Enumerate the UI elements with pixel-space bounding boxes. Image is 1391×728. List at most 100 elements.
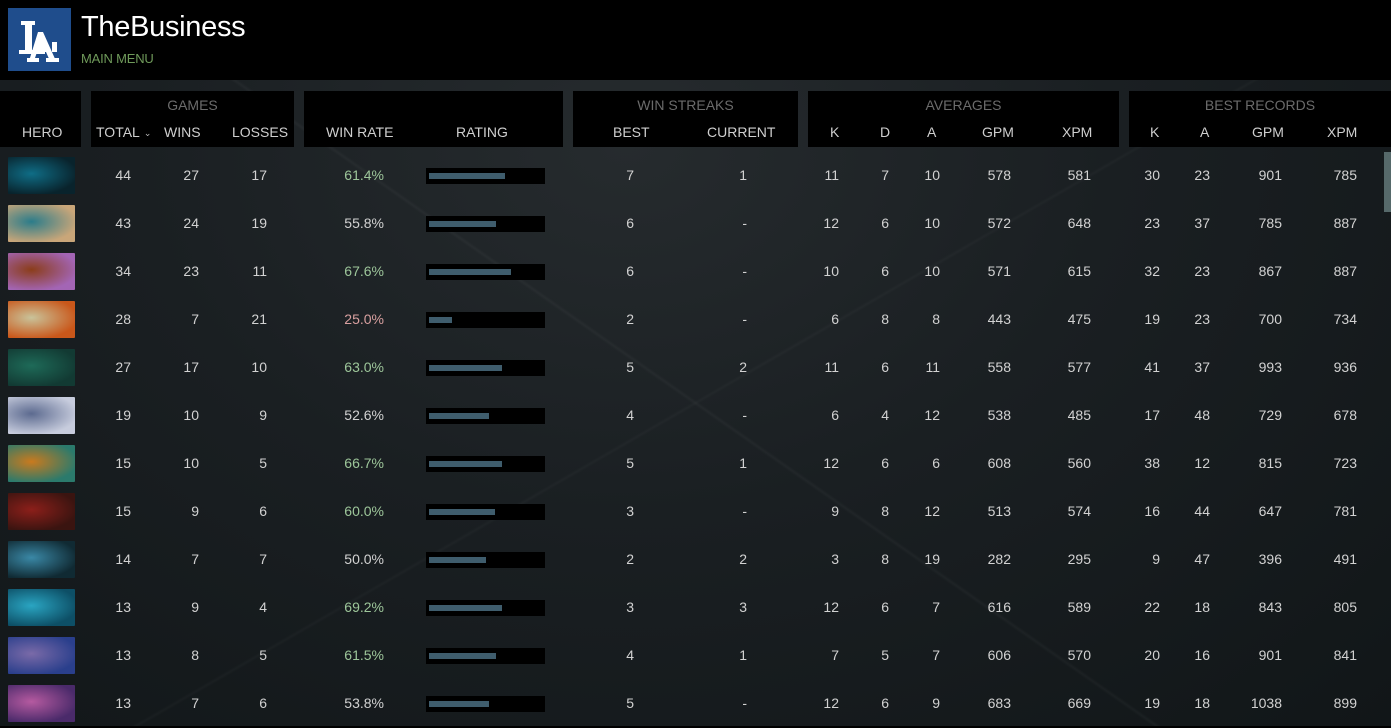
hero-portrait-spirit-breaker[interactable] bbox=[8, 541, 75, 578]
table-row[interactable]: 27 17 10 63.0% 5 2 11 6 11 558 577 41 37 993 936 bbox=[0, 344, 1384, 392]
total-cell: 34 bbox=[115, 263, 131, 279]
rating-bar bbox=[426, 456, 545, 472]
avg-deaths-cell: 8 bbox=[881, 503, 889, 519]
best-streak-cell: 4 bbox=[626, 647, 634, 663]
wins-cell: 9 bbox=[191, 503, 199, 519]
column-rating[interactable]: RATING bbox=[456, 124, 508, 140]
hero-portrait-templar-assassin[interactable] bbox=[8, 685, 75, 722]
table-row[interactable]: 15 9 6 60.0% 3 - 9 8 12 513 574 16 44 647 781 bbox=[0, 488, 1384, 536]
avg-kills-cell: 12 bbox=[823, 455, 839, 471]
table-row[interactable]: 19 10 9 52.6% 4 - 6 4 12 538 485 17 48 729 678 bbox=[0, 392, 1384, 440]
column-avg-xpm[interactable]: XPM bbox=[1062, 124, 1093, 140]
best-xpm-cell: 936 bbox=[1333, 359, 1357, 375]
vertical-scrollbar[interactable] bbox=[1384, 152, 1391, 212]
avg-xpm-cell: 581 bbox=[1067, 167, 1091, 183]
table-row[interactable]: 13 7 6 53.8% 5 - 12 6 9 683 669 19 18 1038 899 bbox=[0, 680, 1384, 728]
hero-portrait-riki[interactable] bbox=[8, 301, 75, 338]
losses-cell: 6 bbox=[259, 695, 267, 711]
avg-assists-cell: 12 bbox=[924, 407, 940, 423]
best-kills-cell: 38 bbox=[1144, 455, 1160, 471]
column-best-gpm[interactable]: GPM bbox=[1252, 124, 1284, 140]
best-assists-cell: 12 bbox=[1194, 455, 1210, 471]
losses-cell: 5 bbox=[259, 455, 267, 471]
total-cell: 43 bbox=[115, 215, 131, 231]
losses-cell: 9 bbox=[259, 407, 267, 423]
current-streak-cell: - bbox=[742, 311, 747, 327]
losses-cell: 11 bbox=[252, 263, 267, 279]
column-hero[interactable]: HERO bbox=[22, 124, 63, 140]
table-row[interactable]: 44 27 17 61.4% 7 1 11 7 10 578 581 30 23 901 785 bbox=[0, 152, 1384, 200]
avg-gpm-cell: 571 bbox=[987, 263, 1011, 279]
hero-portrait-phantom-assassin[interactable] bbox=[8, 157, 75, 194]
table-row[interactable]: 13 8 5 61.5% 4 1 7 5 7 606 570 20 16 901 841 bbox=[0, 632, 1384, 680]
column-avg-kills[interactable]: K bbox=[830, 124, 840, 140]
current-streak-cell: - bbox=[742, 695, 747, 711]
best-xpm-cell: 887 bbox=[1333, 263, 1357, 279]
column-avg-deaths[interactable]: D bbox=[880, 124, 891, 140]
hero-portrait-luna[interactable] bbox=[8, 637, 75, 674]
hero-portrait-drow-ranger[interactable] bbox=[8, 397, 75, 434]
wins-cell: 7 bbox=[191, 551, 199, 567]
best-assists-cell: 37 bbox=[1194, 359, 1210, 375]
hero-portrait-bloodseeker[interactable] bbox=[8, 493, 75, 530]
wins-cell: 7 bbox=[191, 695, 199, 711]
main-menu-link[interactable]: MAIN MENU bbox=[81, 51, 154, 66]
column-avg-assists[interactable]: A bbox=[927, 124, 937, 140]
table-row[interactable]: 28 7 21 25.0% 2 - 6 8 8 443 475 19 23 700 734 bbox=[0, 296, 1384, 344]
avg-gpm-cell: 606 bbox=[987, 647, 1011, 663]
avg-assists-cell: 10 bbox=[924, 167, 940, 183]
avg-xpm-cell: 615 bbox=[1067, 263, 1091, 279]
best-streak-cell: 3 bbox=[626, 599, 634, 615]
best-gpm-cell: 901 bbox=[1258, 647, 1282, 663]
column-avg-gpm[interactable]: GPM bbox=[982, 124, 1014, 140]
avg-gpm-cell: 683 bbox=[987, 695, 1011, 711]
column-current-streak[interactable]: CURRENT bbox=[707, 124, 776, 140]
table-row[interactable]: 34 23 11 67.6% 6 - 10 6 10 571 615 32 23 867 887 bbox=[0, 248, 1384, 296]
hero-portrait-bounty-hunter[interactable] bbox=[8, 253, 75, 290]
column-best-streak[interactable]: BEST bbox=[613, 124, 650, 140]
rating-bar bbox=[426, 408, 545, 424]
best-xpm-cell: 841 bbox=[1333, 647, 1357, 663]
best-xpm-cell: 491 bbox=[1333, 551, 1357, 567]
best-streak-cell: 2 bbox=[626, 311, 634, 327]
hero-portrait-morphling[interactable] bbox=[8, 589, 75, 626]
avg-deaths-cell: 5 bbox=[881, 647, 889, 663]
hero-portrait-huskar[interactable] bbox=[8, 445, 75, 482]
avg-xpm-cell: 589 bbox=[1067, 599, 1091, 615]
column-best-xpm[interactable]: XPM bbox=[1327, 124, 1358, 140]
table-row[interactable]: 43 24 19 55.8% 6 - 12 6 10 572 648 23 37 785 887 bbox=[0, 200, 1384, 248]
wins-cell: 8 bbox=[191, 647, 199, 663]
column-losses[interactable]: LOSSES bbox=[232, 124, 289, 140]
table-row[interactable]: 15 10 5 66.7% 5 1 12 6 6 608 560 38 12 815 723 bbox=[0, 440, 1384, 488]
hero-portrait-venomancer[interactable] bbox=[8, 349, 75, 386]
avg-deaths-cell: 6 bbox=[881, 695, 889, 711]
rating-bar bbox=[426, 168, 545, 184]
avg-gpm-cell: 538 bbox=[987, 407, 1011, 423]
win-rate-cell: 61.4% bbox=[344, 167, 384, 183]
avg-gpm-cell: 558 bbox=[987, 359, 1011, 375]
total-cell: 13 bbox=[115, 599, 131, 615]
win-rate-cell: 67.6% bbox=[344, 263, 384, 279]
best-records-header-box: BEST RECORDS K A GPM XPM bbox=[1129, 91, 1391, 147]
losses-cell: 4 bbox=[259, 599, 267, 615]
column-total[interactable]: TOTAL ⌄ bbox=[96, 124, 151, 140]
avg-xpm-cell: 485 bbox=[1067, 407, 1091, 423]
avg-gpm-cell: 443 bbox=[987, 311, 1011, 327]
best-streak-cell: 6 bbox=[626, 263, 634, 279]
rating-bar-fill bbox=[429, 461, 502, 467]
avg-assists-cell: 6 bbox=[932, 455, 940, 471]
best-assists-cell: 44 bbox=[1194, 503, 1210, 519]
best-streak-cell: 7 bbox=[626, 167, 634, 183]
best-kills-cell: 30 bbox=[1144, 167, 1160, 183]
la-logo-icon[interactable] bbox=[8, 8, 71, 71]
table-row[interactable]: 14 7 7 50.0% 2 2 3 8 19 282 295 9 47 396 491 bbox=[0, 536, 1384, 584]
column-best-kills[interactable]: K bbox=[1150, 124, 1160, 140]
hero-portrait-slark[interactable] bbox=[8, 205, 75, 242]
best-kills-cell: 17 bbox=[1144, 407, 1160, 423]
group-best-records: BEST RECORDS bbox=[1204, 97, 1316, 113]
table-row[interactable]: 13 9 4 69.2% 3 3 12 6 7 616 589 22 18 843 805 bbox=[0, 584, 1384, 632]
column-win-rate[interactable]: WIN RATE bbox=[326, 124, 394, 140]
rating-bar-fill bbox=[429, 317, 452, 323]
column-wins[interactable]: WINS bbox=[164, 124, 201, 140]
column-best-assists[interactable]: A bbox=[1200, 124, 1210, 140]
